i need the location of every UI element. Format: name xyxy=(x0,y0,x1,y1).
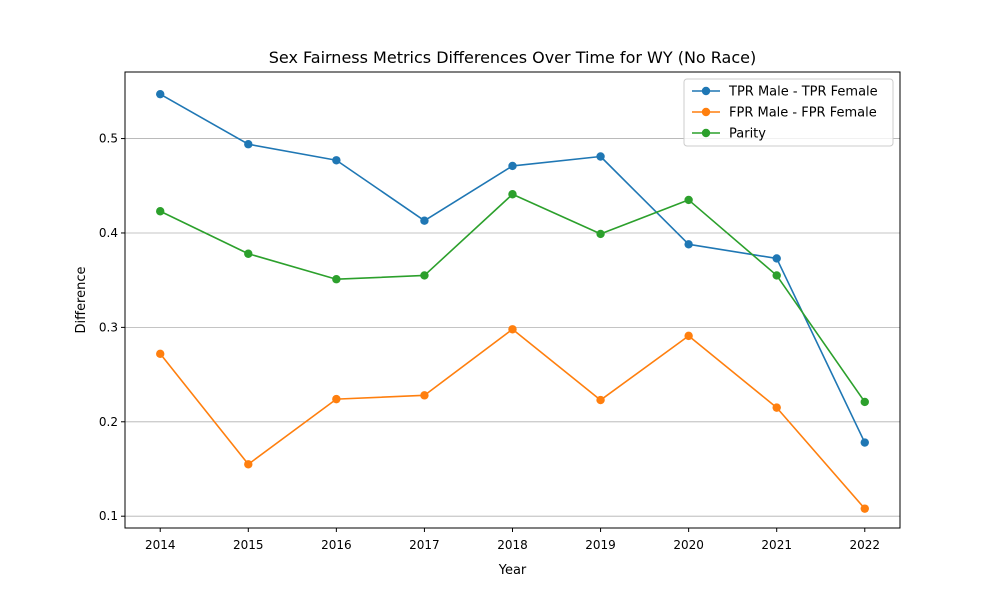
data-point xyxy=(156,349,165,359)
y-tick-label: 0.2 xyxy=(99,415,118,429)
legend-swatch-marker xyxy=(701,128,711,138)
data-point xyxy=(684,195,693,205)
y-tick-label: 0.3 xyxy=(99,320,118,334)
data-point xyxy=(508,190,517,199)
data-point xyxy=(332,156,341,165)
data-point xyxy=(420,271,429,280)
legend-swatch-marker xyxy=(701,86,711,96)
series-layer xyxy=(156,89,869,513)
legend-item: Parity xyxy=(692,127,766,142)
x-axis: 2014 2015 2016 2017 2018 2019 2020 2021 2022 xyxy=(145,528,880,552)
data-point xyxy=(244,140,253,149)
data-point xyxy=(860,397,869,407)
y-tick-label: 0.5 xyxy=(99,132,118,146)
data-point xyxy=(772,254,781,263)
x-tick-label: 2018 xyxy=(497,538,528,552)
data-point xyxy=(772,271,781,280)
x-tick-label: 2022 xyxy=(849,538,880,552)
data-point xyxy=(332,394,341,404)
x-tick-label: 2014 xyxy=(145,538,176,552)
data-point xyxy=(596,395,605,405)
legend-item: TPR Male - TPR Female xyxy=(692,85,878,100)
data-point xyxy=(244,460,253,469)
y-axis: 0.1 0.2 0.3 0.4 0.5 xyxy=(99,132,125,523)
data-point xyxy=(860,438,869,447)
data-point xyxy=(860,504,869,513)
y-tick-label: 0.1 xyxy=(99,509,118,523)
x-tick-label: 2017 xyxy=(409,538,440,552)
series-2 xyxy=(156,325,869,513)
legend-item: FPR Male - FPR Female xyxy=(692,106,877,121)
data-point xyxy=(596,229,605,239)
data-point xyxy=(772,403,781,412)
data-point xyxy=(420,216,429,225)
data-point xyxy=(156,89,165,99)
data-point xyxy=(244,249,253,258)
series-3 xyxy=(156,190,869,407)
legend: TPR Male - TPR Female FPR Male - FPR Fema… xyxy=(683,78,894,147)
x-tick-label: 2016 xyxy=(321,538,352,552)
legend-label: TPR Male - TPR Female xyxy=(728,85,878,100)
data-point xyxy=(156,207,165,216)
chart-title: Sex Fairness Metrics Differences Over Ti… xyxy=(269,48,756,67)
data-point xyxy=(684,331,693,341)
series-line xyxy=(159,193,866,403)
series-line xyxy=(159,328,866,510)
y-axis-label: Difference xyxy=(74,266,89,333)
x-tick-label: 2021 xyxy=(761,538,792,552)
x-tick-label: 2015 xyxy=(233,538,264,552)
y-tick-label: 0.4 xyxy=(99,226,118,240)
series-1 xyxy=(156,89,869,447)
x-tick-label: 2020 xyxy=(673,538,704,552)
data-point xyxy=(420,391,429,400)
legend-box xyxy=(683,78,894,147)
data-point xyxy=(332,275,341,284)
x-axis-label: Year xyxy=(498,563,527,578)
data-point xyxy=(684,240,693,249)
legend-swatch-marker xyxy=(701,107,711,117)
x-tick-label: 2019 xyxy=(585,538,616,552)
data-point xyxy=(596,152,605,161)
data-point xyxy=(508,325,517,334)
legend-label: FPR Male - FPR Female xyxy=(729,106,877,121)
legend-label: Parity xyxy=(729,127,766,142)
data-point xyxy=(508,161,517,171)
